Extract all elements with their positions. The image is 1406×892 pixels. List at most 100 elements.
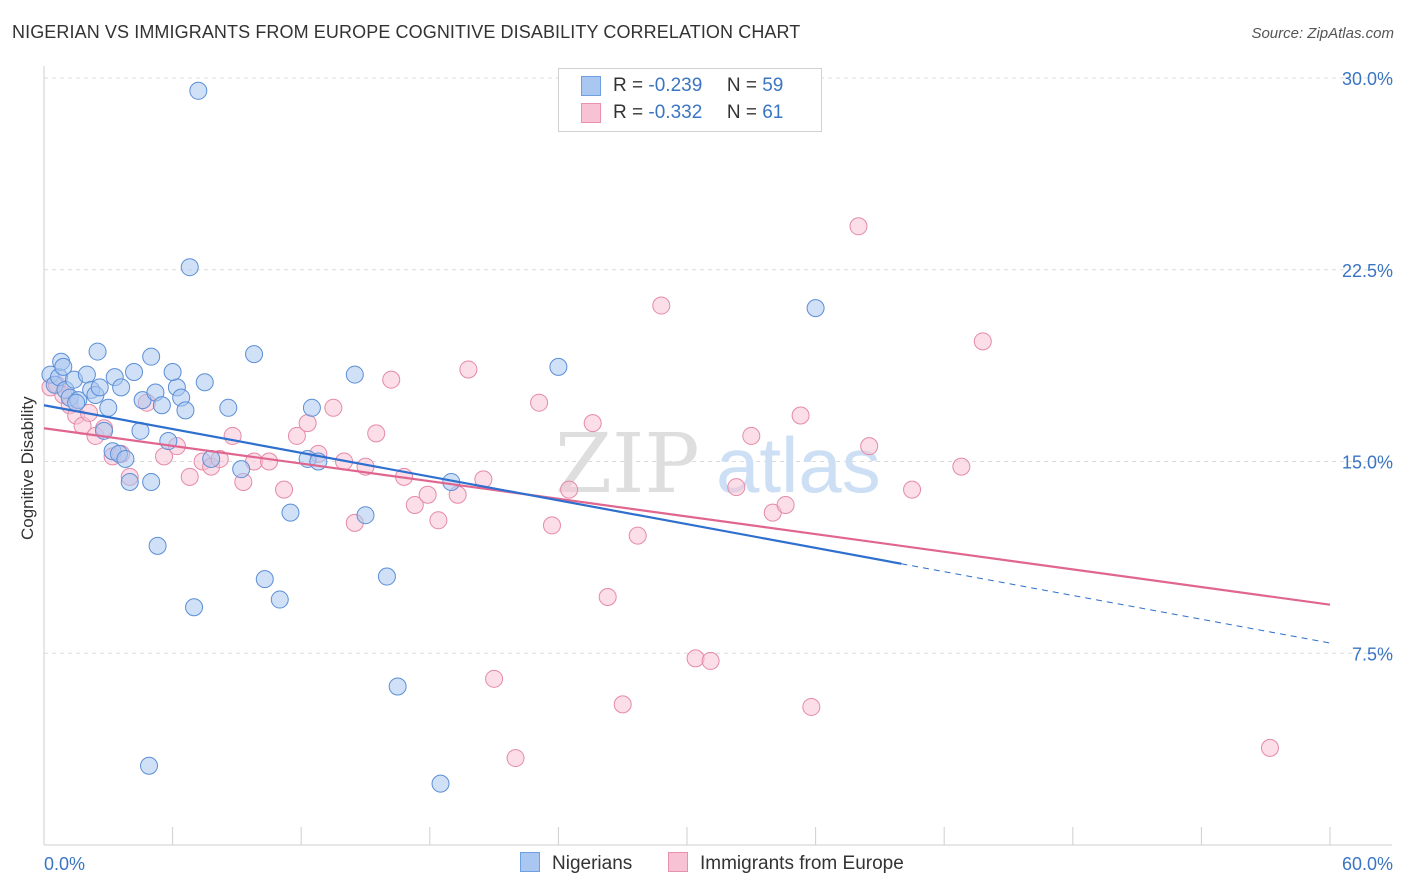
legend-r-value-nigerians: -0.239 xyxy=(648,75,703,96)
chart-title: NIGERIAN VS IMMIGRANTS FROM EUROPE COGNI… xyxy=(12,22,801,42)
series-legend-nigerians[interactable]: Nigerians xyxy=(520,852,632,875)
y-tick-label-1: 15.0% xyxy=(1342,453,1393,473)
nigerian-point-22 xyxy=(152,396,171,415)
y-tick-labels: 7.5% 15.0% 22.5% 30.0% xyxy=(1342,69,1393,664)
europe-point-61 xyxy=(952,457,971,476)
europe-point-59 xyxy=(860,437,879,456)
nigerian-point-50 xyxy=(116,449,135,468)
nigerian-point-32 xyxy=(255,570,274,589)
watermark-atlas: atlas xyxy=(716,421,881,509)
legend-n-value-nigerians: 59 xyxy=(762,75,784,96)
nigerian-point-33 xyxy=(270,590,289,609)
nigerian-point-29 xyxy=(219,398,238,417)
nigerian-point-48 xyxy=(142,472,161,491)
europe-point-60 xyxy=(903,480,922,499)
europe-point-48 xyxy=(628,526,647,545)
europe-point-31 xyxy=(367,424,386,443)
watermark-zip: ZIP xyxy=(555,417,700,512)
europe-point-40 xyxy=(485,669,504,688)
nigerian-trend-extension xyxy=(901,563,1331,644)
europe-point-41 xyxy=(506,749,525,768)
y-axis-label: Cognitive Disability xyxy=(18,396,37,540)
legend-swatch-europe xyxy=(581,102,601,123)
x-tick-labels: 0.0% 60.0% xyxy=(44,854,1393,874)
legend-r-value-europe: -0.332 xyxy=(648,102,703,123)
nigerian-point-11 xyxy=(90,378,109,397)
europe-point-53 xyxy=(742,426,761,445)
series-swatch-europe xyxy=(668,852,688,872)
trend-lines xyxy=(43,404,1331,644)
nigerian-point-30 xyxy=(232,460,251,479)
correlation-legend: R = -0.239 N = 59 R = -0.332 N = 61 xyxy=(558,68,822,132)
europe-point-58 xyxy=(849,217,868,236)
europe-point-42 xyxy=(530,393,549,412)
legend-swatch-nigerians xyxy=(581,75,601,96)
series-legend: Nigerians Immigrants from Europe xyxy=(0,852,1406,878)
nigerian-point-14 xyxy=(112,378,131,397)
europe-point-23 xyxy=(275,480,294,499)
x-tick-label-1: 60.0% xyxy=(1342,854,1393,874)
europe-point-56 xyxy=(791,406,810,425)
series-label-nigerians: Nigerians xyxy=(552,853,633,874)
nigerian-point-12 xyxy=(99,398,118,417)
nigerian-point-41 xyxy=(431,774,450,793)
nigerian-point-38 xyxy=(356,506,375,525)
europe-point-47 xyxy=(613,695,632,714)
legend-r-label: R = xyxy=(613,75,644,96)
legend-row-nigerians: R = -0.239 N = 59 xyxy=(581,75,783,99)
europe-point-36 xyxy=(429,511,448,530)
nigerian-point-51 xyxy=(549,357,568,376)
nigerian-trend-line xyxy=(43,404,902,565)
nigerian-point-55 xyxy=(88,342,107,361)
nigerian-point-26 xyxy=(176,401,195,420)
y-axis-label-wrap: Cognitive Disability xyxy=(18,396,38,710)
legend-n-label: N = xyxy=(726,102,757,123)
nigerian-point-18 xyxy=(125,363,144,382)
nigerian-point-44 xyxy=(148,536,167,555)
nigerian-point-54 xyxy=(163,363,182,382)
nigerian-point-37 xyxy=(345,365,364,384)
y-tick-label-2: 22.5% xyxy=(1342,261,1393,281)
nigerian-point-47 xyxy=(189,81,208,100)
europe-point-51 xyxy=(701,651,720,670)
watermark: ZIP atlas xyxy=(555,417,881,512)
europe-point-45 xyxy=(583,414,602,433)
europe-point-55 xyxy=(776,495,795,514)
nigerian-point-20 xyxy=(142,347,161,366)
nigerian-points xyxy=(41,81,825,793)
nigerian-point-49 xyxy=(120,472,139,491)
series-legend-europe[interactable]: Immigrants from Europe xyxy=(668,852,904,875)
europe-point-63 xyxy=(1260,738,1279,757)
nigerian-point-57 xyxy=(54,357,73,376)
nigerian-point-52 xyxy=(806,299,825,318)
europe-point-22 xyxy=(260,452,279,471)
legend-row-europe: R = -0.332 N = 61 xyxy=(581,102,783,126)
europe-point-34 xyxy=(405,495,424,514)
nigerian-point-39 xyxy=(377,567,396,586)
legend-r-label: R = xyxy=(613,102,644,123)
axes xyxy=(43,66,1392,846)
europe-point-52 xyxy=(727,478,746,497)
europe-point-43 xyxy=(542,516,561,535)
europe-point-44 xyxy=(560,480,579,499)
europe-point-25 xyxy=(298,414,317,433)
europe-point-27 xyxy=(324,398,343,417)
nigerian-point-8 xyxy=(77,365,96,384)
nigerian-point-40 xyxy=(388,677,407,696)
nigerian-point-31 xyxy=(245,345,264,364)
europe-point-57 xyxy=(802,697,821,716)
europe-point-50 xyxy=(686,649,705,668)
europe-trend-line xyxy=(43,427,1331,606)
series-swatch-nigerians xyxy=(520,852,540,872)
series-label-europe: Immigrants from Europe xyxy=(700,853,904,874)
y-tick-label-0: 7.5% xyxy=(1352,644,1393,664)
y-tick-label-3: 30.0% xyxy=(1342,69,1393,89)
chart-source: Source: ZipAtlas.com xyxy=(1251,25,1394,42)
nigerian-point-27 xyxy=(195,373,214,392)
x-tick-label-0: 0.0% xyxy=(44,854,85,874)
europe-point-35 xyxy=(418,485,437,504)
europe-point-46 xyxy=(598,588,617,607)
europe-point-15 xyxy=(180,467,199,486)
nigerian-point-56 xyxy=(67,393,86,412)
